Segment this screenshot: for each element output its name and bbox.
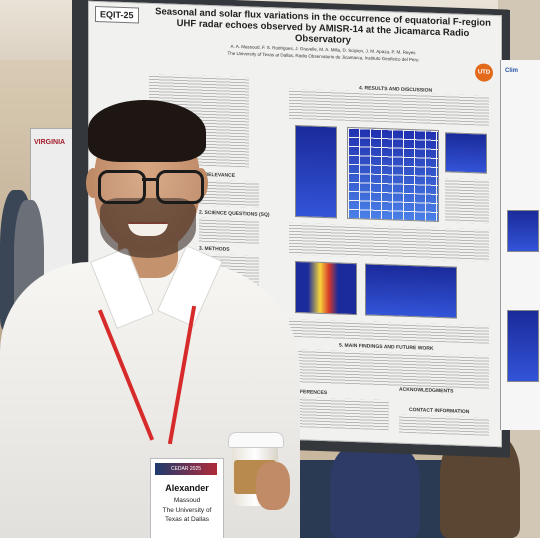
coffee-cup-lid: [228, 432, 284, 448]
adjacent-poster-title: Clim: [505, 68, 519, 74]
badge-affiliation-line-1: The University of: [162, 507, 212, 514]
person-hand: [256, 462, 290, 510]
poster-code: EQIT-25: [95, 6, 139, 24]
left-banner-text: VIRGINIA: [34, 139, 66, 146]
adjacent-poster-figure: [507, 210, 539, 252]
badge-event-strip: CEDAR 2025: [155, 463, 217, 475]
eyeglasses: [98, 170, 204, 204]
references-text: [289, 396, 389, 431]
results-caption: [289, 318, 489, 344]
results-figure-4: [295, 261, 357, 316]
person-hair: [88, 100, 206, 162]
relevance-text: [199, 179, 259, 208]
results-table: [445, 178, 489, 224]
science-questions-text: [199, 217, 259, 244]
person-smile: [128, 222, 168, 236]
results-figure-3: [445, 132, 487, 174]
adjacent-poster: Clim: [500, 60, 540, 430]
results-figure-2: [347, 126, 439, 223]
section-science-questions: 2. SCIENCE QUESTIONS (SQ): [199, 209, 270, 219]
section-contact: CONTACT INFORMATION: [409, 406, 470, 416]
contact-text: [399, 414, 489, 436]
badge-affiliation-line-2: Texas at Dallas: [164, 516, 210, 523]
poster-header: Seasonal and solar flux variations in th…: [149, 6, 497, 70]
utd-logo: UTD: [475, 63, 493, 82]
background-person: [330, 440, 420, 538]
adjacent-poster-figure: [507, 310, 539, 382]
glasses-bridge: [142, 178, 156, 181]
badge-surname: Massoud: [173, 497, 201, 504]
section-acknowledgments: ACKNOWLEDGMENTS: [399, 386, 454, 395]
results-text-2: [289, 222, 489, 262]
results-figure-5: [365, 263, 457, 319]
name-badge: CEDAR 2025 Alexander Massoud The Univers…: [150, 458, 224, 538]
badge-first-name: Alexander: [165, 483, 209, 493]
results-figure-1: [295, 125, 337, 219]
main-findings-text: [289, 348, 489, 390]
results-text: [289, 88, 489, 126]
glasses-lens-left: [98, 170, 146, 204]
glasses-lens-right: [156, 170, 204, 204]
